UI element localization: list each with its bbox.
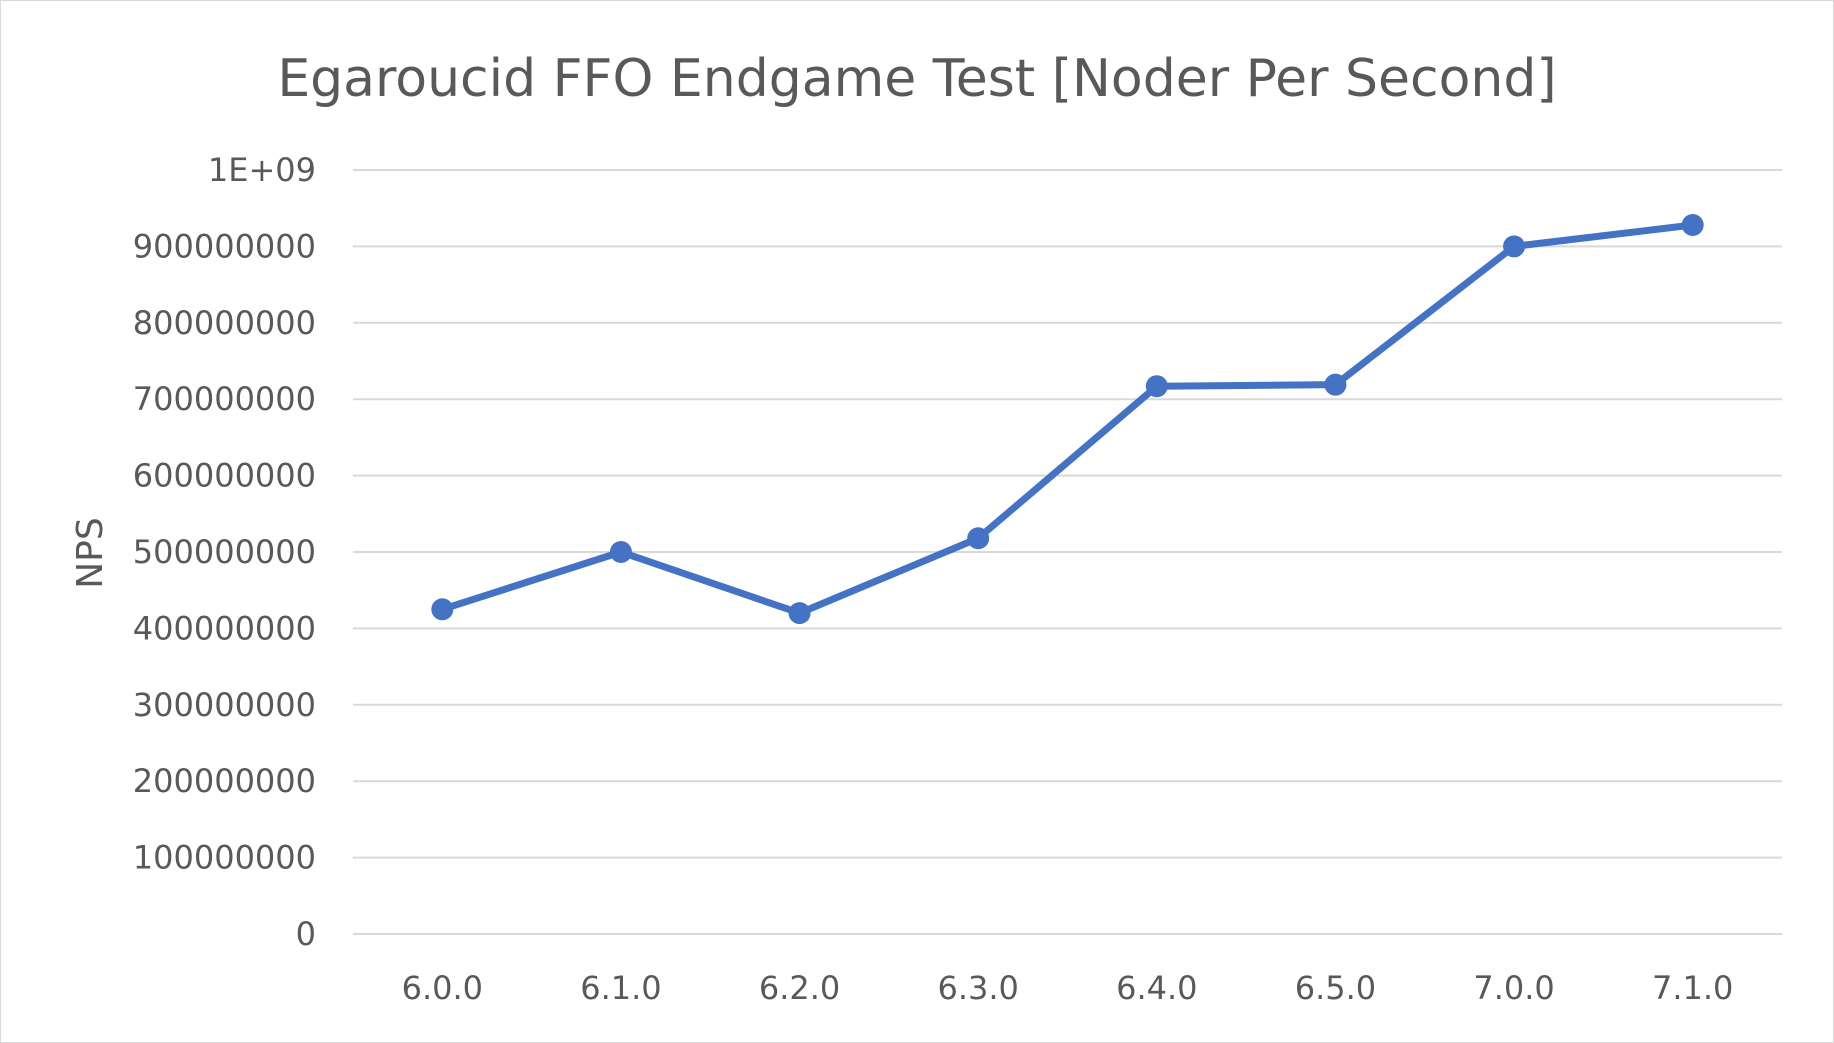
y-tick-label: 500000000 <box>133 533 316 571</box>
series-layer <box>431 214 1704 625</box>
x-tick-label: 6.4.0 <box>1116 969 1197 1007</box>
data-point <box>788 602 811 625</box>
x-tick-label: 7.1.0 <box>1652 969 1733 1007</box>
chart-title: Egaroucid FFO Endgame Test [Noder Per Se… <box>277 49 1556 109</box>
y-tick-label: 100000000 <box>133 839 316 877</box>
x-tick-label: 7.0.0 <box>1473 969 1554 1007</box>
data-point <box>1145 375 1168 398</box>
x-tick-label: 6.2.0 <box>759 969 840 1007</box>
gridlines <box>353 169 1782 935</box>
data-point <box>1324 373 1347 396</box>
y-tick-labels: 0 100000000 200000000 300000000 400000000 500… <box>133 151 316 953</box>
y-tick-label: 800000000 <box>133 304 316 342</box>
x-tick-label: 6.3.0 <box>937 969 1018 1007</box>
y-tick-label: 700000000 <box>133 380 316 418</box>
y-tick-label: 400000000 <box>133 609 316 647</box>
y-tick-label: 0 <box>296 915 316 953</box>
y-tick-label: 300000000 <box>133 686 316 724</box>
data-point <box>1681 214 1704 237</box>
y-tick-label: 600000000 <box>133 457 316 495</box>
data-point <box>967 527 990 550</box>
x-tick-label: 6.0.0 <box>402 969 483 1007</box>
series-line <box>438 221 1697 617</box>
y-tick-label: 900000000 <box>133 227 316 265</box>
x-tick-labels: 6.0.0 6.1.0 6.2.0 6.3.0 6.4.0 6.5.0 7.0.0 7.1.0 <box>402 969 1734 1007</box>
data-point <box>609 541 632 563</box>
y-axis-title: NPS <box>70 517 111 589</box>
y-tick-label: 200000000 <box>133 762 316 800</box>
y-tick-label: 1E+09 <box>208 151 316 189</box>
data-point <box>1503 235 1526 258</box>
x-tick-label: 6.5.0 <box>1295 969 1376 1007</box>
data-point <box>431 598 454 621</box>
x-tick-label: 6.1.0 <box>580 969 661 1007</box>
